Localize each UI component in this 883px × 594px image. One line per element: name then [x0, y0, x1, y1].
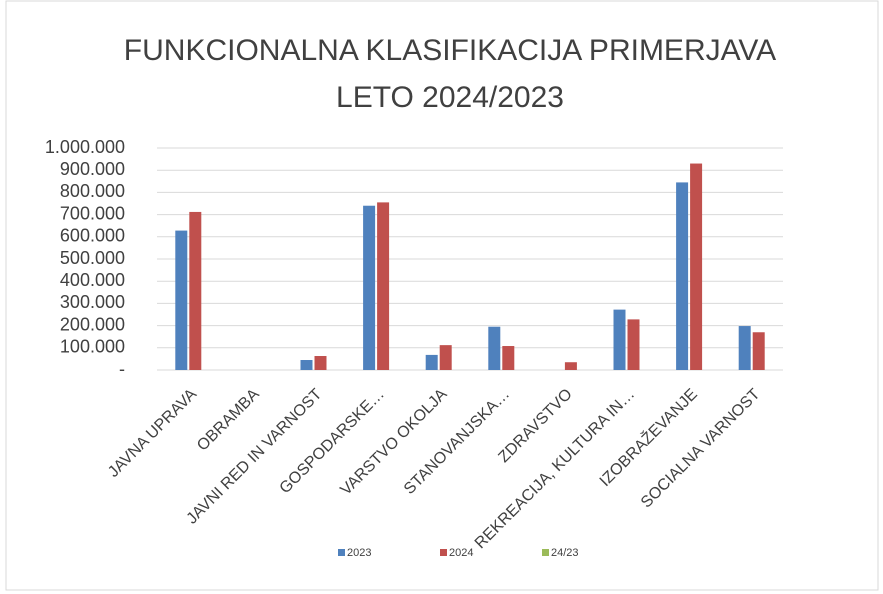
- y-tick-label: 600.000: [60, 226, 125, 246]
- bar: [676, 182, 689, 370]
- bar: [690, 163, 703, 370]
- bar: [488, 326, 501, 370]
- bar: [377, 202, 390, 370]
- bar: [564, 362, 577, 370]
- chart-title: LETO 2024/2023: [336, 81, 564, 114]
- bar: [627, 319, 640, 370]
- y-tick-label: 500.000: [60, 248, 125, 268]
- bar: [613, 309, 626, 370]
- bar: [363, 205, 376, 370]
- y-tick-label: 300.000: [60, 292, 125, 312]
- bar: [439, 345, 452, 370]
- bar: [189, 211, 202, 370]
- legend-swatch: [338, 549, 345, 556]
- bar: [738, 326, 751, 370]
- bar: [752, 332, 765, 370]
- legend-label: 24/23: [551, 547, 579, 559]
- bar: [425, 354, 438, 370]
- y-tick-label: 400.000: [60, 270, 125, 290]
- legend-swatch: [440, 549, 447, 556]
- bar: [300, 360, 313, 370]
- bar: [502, 346, 515, 370]
- y-tick-label: -: [119, 359, 125, 379]
- chart-frame: [5, 0, 879, 591]
- y-tick-label: 100.000: [60, 337, 125, 357]
- chart-title: FUNKCIONALNA KLASIFIKACIJA PRIMERJAVA: [124, 34, 776, 67]
- legend-label: 2023: [347, 547, 371, 559]
- legend-swatch: [542, 549, 549, 556]
- bar: [314, 356, 327, 370]
- y-tick-label: 800.000: [60, 181, 125, 201]
- y-tick-label: 1.000.000: [45, 137, 125, 157]
- y-tick-label: 200.000: [60, 314, 125, 334]
- y-tick-label: 900.000: [60, 159, 125, 179]
- bar: [175, 230, 188, 370]
- y-tick-label: 700.000: [60, 203, 125, 223]
- legend-label: 2024: [449, 547, 473, 559]
